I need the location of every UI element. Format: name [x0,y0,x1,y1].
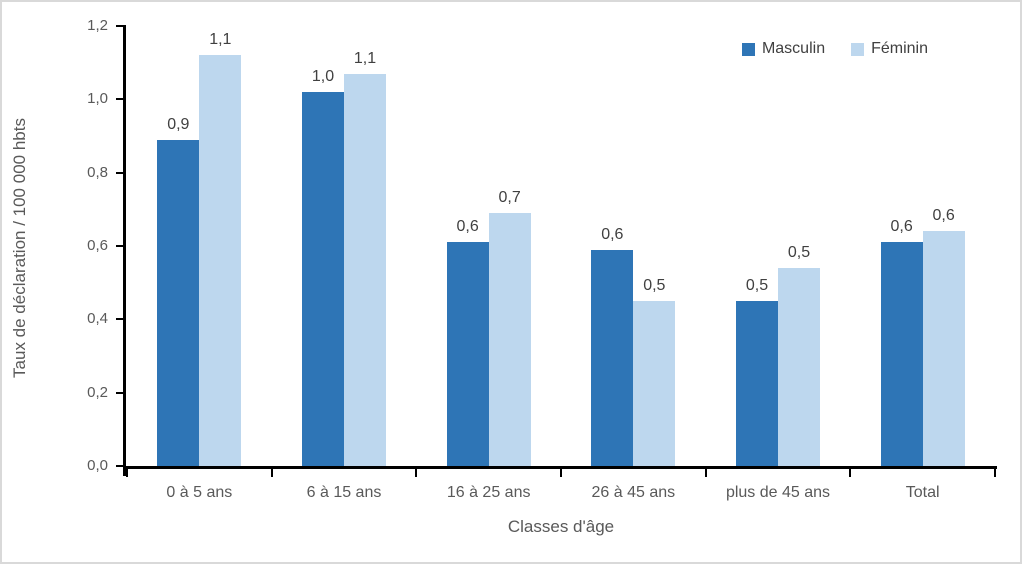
category-label: Total [905,484,940,501]
bar-féminin-4[interactable] [778,268,820,466]
bar-féminin-0[interactable] [199,55,242,466]
x-axis-tick [415,468,418,477]
bar-value-label: 0,6 [932,207,955,225]
bar-masculin-3[interactable] [591,249,634,466]
bar-value-label: 1,1 [209,31,232,49]
y-axis-tick-label: 0,2 [87,383,108,401]
legend-swatch-feminin-icon [851,42,865,56]
bar-value-label: 0,6 [890,218,913,236]
y-axis-title: Taux de déclaration / 100 000 hbts [10,118,29,378]
bar-value-label: 1,0 [311,68,335,85]
bar-féminin-2[interactable] [488,213,531,466]
bar-masculin-4[interactable] [736,301,778,466]
y-axis-tick [116,98,124,101]
bar-masculin-2[interactable] [446,242,489,466]
bar-value-label: 0,6 [601,225,624,243]
y-axis-tick-label: 0,0 [87,457,108,474]
x-axis-tick [126,468,128,477]
bar-masculin-0[interactable] [157,139,200,466]
bar-value-label: 0,5 [787,244,811,261]
bar-féminin-3[interactable] [633,301,676,466]
bar-value-label: 0,5 [643,277,666,294]
bar-masculin-1[interactable] [302,92,344,466]
y-axis-tick-label: 1,0 [87,90,108,108]
y-axis-line [123,25,126,476]
y-axis-tick-label: 0,6 [87,237,108,254]
y-axis-tick-label: 0,8 [87,163,108,181]
legend-label-masculin: Masculin [761,40,826,57]
bar-féminin-1[interactable] [344,73,386,466]
bar-value-label: 0,7 [498,189,521,206]
x-axis-tick [560,468,562,477]
y-axis-tick [116,318,124,321]
category-label: 16 à 25 ans [446,484,531,501]
legend-item-feminin[interactable]: Féminin [851,40,928,58]
category-label: 26 à 45 ans [591,484,676,501]
bar-value-label: 0,5 [745,277,769,294]
legend-item-masculin[interactable]: Masculin [741,40,826,58]
x-axis-tick [849,468,852,477]
x-axis-tick [270,468,273,477]
category-label: 6 à 15 ans [306,484,382,501]
y-axis-tick [116,171,124,174]
x-axis-title: Classes d'âge [507,517,615,536]
x-axis-tick [704,468,707,477]
category-label: 0 à 5 ans [166,484,233,501]
bar-value-label: 0,9 [167,115,190,133]
y-axis-tick-label: 0,4 [87,310,108,328]
x-axis-tick [994,468,996,477]
bar-value-label: 1,1 [353,49,377,67]
legend: Masculin Féminin [741,40,928,58]
bar-value-label: 0,6 [456,218,479,236]
bar-masculin-5[interactable] [880,242,923,466]
y-axis-tick [116,25,124,27]
legend-label-feminin: Féminin [871,40,928,57]
y-axis-tick [116,391,124,394]
y-axis-tick [116,245,124,247]
x-axis-line [123,466,997,469]
y-axis-tick-label: 1,2 [87,17,108,34]
legend-swatch-masculin-icon [741,42,755,56]
y-axis-tick [116,465,124,467]
bar-féminin-5[interactable] [922,231,965,466]
category-label: plus de 45 ans [725,484,831,501]
